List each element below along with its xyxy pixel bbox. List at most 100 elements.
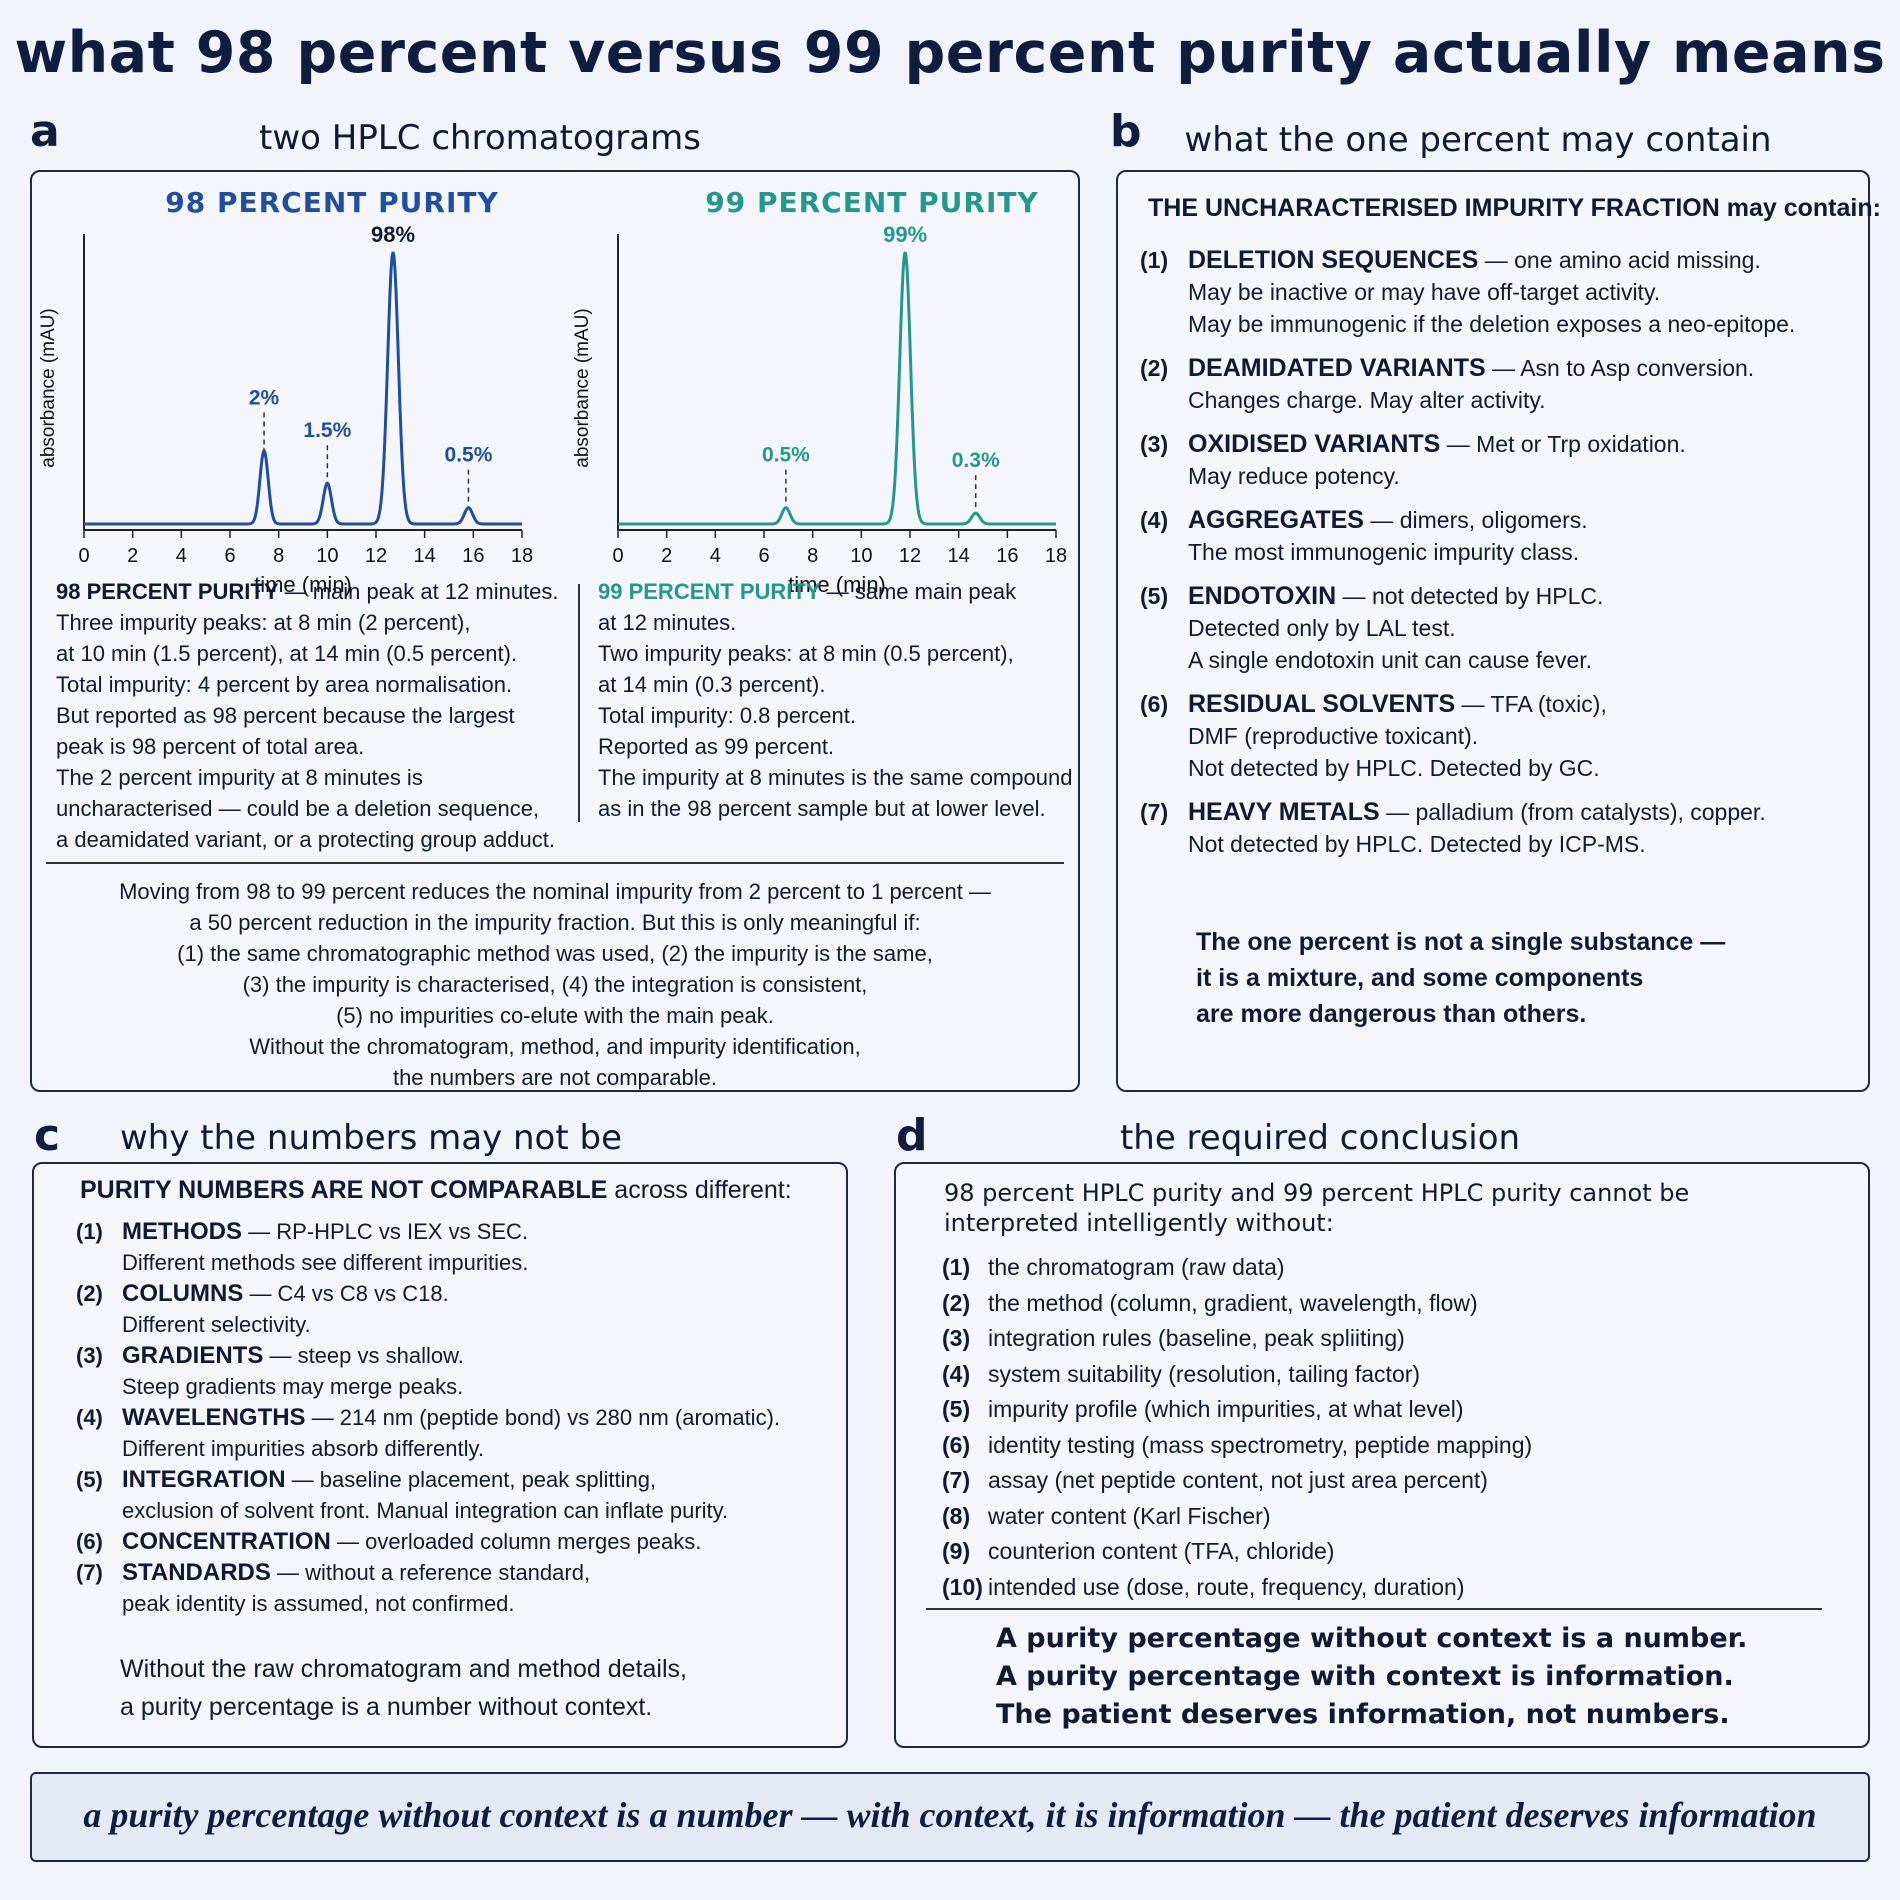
desc98-line: at 10 min (1.5 percent), at 14 min (0.5 …: [56, 641, 518, 666]
desc99-line: as in the 98 percent sample but at lower…: [598, 796, 1046, 821]
item-text: — palladium (from catalysts), copper.: [1379, 799, 1766, 825]
panel-c-intro-rest: across different:: [607, 1176, 792, 1204]
summary-line: Moving from 98 to 99 percent reduces the…: [119, 879, 991, 904]
panel-b-intro-bold: THE UNCHARACTERISED IMPURITY FRACTION: [1148, 194, 1720, 222]
closing-line: The one percent is not a single substanc…: [1196, 928, 1726, 956]
item-text: integration rules (baseline, peak spliit…: [988, 1325, 1405, 1351]
summary-line: (3) the impurity is characterised, (4) t…: [242, 972, 868, 997]
desc98-line: Total impurity: 4 percent by area normal…: [56, 672, 513, 697]
item-number: (4): [1140, 507, 1169, 533]
item-text: — overloaded column merges peaks.: [330, 1529, 702, 1554]
item-number: (2): [76, 1281, 103, 1306]
item-name: DEAMIDATED VARIANTS: [1188, 354, 1486, 382]
item-name: OXIDISED VARIANTS: [1188, 430, 1441, 458]
item-text: Not detected by HPLC. Detected by GC.: [1188, 755, 1600, 781]
item-text: Steep gradients may merge peaks.: [122, 1374, 464, 1399]
item-text: Different impurities absorb differently.: [122, 1436, 484, 1461]
item-number: (4): [942, 1360, 971, 1387]
panel-d-heading: the required conclusion: [1119, 1118, 1521, 1158]
item-text: — baseline placement, peak splitting,: [285, 1467, 657, 1492]
page-title: what 98 percent versus 99 percent purity…: [14, 20, 1886, 86]
item-text: peak identity is assumed, not confirmed.: [122, 1591, 515, 1616]
panel-c-intro: PURITY NUMBERS ARE NOT COMPARABLE across…: [80, 1176, 792, 1205]
list-item: (6) CONCENTRATION — overloaded column mer…: [76, 1526, 836, 1557]
list-item: (2) the method (column, gradient, wavelen…: [942, 1286, 1842, 1322]
list-item: (4) system suitability (resolution, taili…: [942, 1357, 1842, 1393]
summary-line: the numbers are not comparable.: [392, 1065, 718, 1090]
list-item: (3) integration rules (baseline, peak spl…: [942, 1321, 1842, 1357]
desc98-line: a deamidated variant, or a protecting gr…: [56, 827, 555, 852]
item-number: (7): [1140, 799, 1169, 825]
item-text: system suitability (resolution, tailing …: [988, 1360, 1421, 1387]
item-text: Not detected by HPLC. Detected by ICP-MS…: [1188, 831, 1646, 857]
desc99-line: Total impurity: 0.8 percent.: [598, 703, 857, 728]
x-tick-label: 0: [612, 545, 623, 567]
list-item: (1) DELETION SEQUENCES — one amino acid m…: [1140, 244, 1860, 340]
item-first-line: COLUMNS — C4 vs C8 vs C18.: [122, 1278, 836, 1309]
x-tick-label: 6: [758, 545, 769, 567]
item-name: COLUMNS: [122, 1280, 244, 1307]
x-tick-label: 16: [996, 545, 1018, 567]
item-text: water content (Karl Fischer): [988, 1502, 1271, 1529]
item-number: (9): [942, 1538, 971, 1564]
item-name: DELETION SEQUENCES: [1188, 246, 1479, 274]
list-item: (2) COLUMNS — C4 vs C8 vs C18. Different s…: [76, 1278, 836, 1340]
x-tick-label: 14: [414, 545, 436, 567]
panel-b-box: THE UNCHARACTERISED IMPURITY FRACTION ma…: [1116, 170, 1881, 1092]
peak-label: 0.3%: [952, 449, 1000, 472]
item-first-line: GRADIENTS — steep vs shallow.: [122, 1340, 836, 1371]
desc99-line: Reported as 99 percent.: [598, 734, 835, 759]
panel-c-closing: Without the raw chromatogram and method …: [120, 1650, 687, 1726]
list-item: (5) impurity profile (which impurities, a…: [942, 1392, 1842, 1428]
desc98-lead: 98 PERCENT PURITY: [56, 579, 279, 604]
item-name: CONCENTRATION: [122, 1528, 331, 1555]
chromatograms-svg: 0 2 4 6 8 10 12 14 16 18 time (min) absorbance (mAU…: [38, 222, 1067, 597]
panel-b-intro-rest: may contain:: [1719, 194, 1881, 222]
item-name: GRADIENTS: [122, 1342, 264, 1369]
y-axis-label: absorbance (mAU): [38, 308, 59, 467]
desc99-line: Two impurity peaks: at 8 min (0.5 percen…: [598, 641, 1014, 666]
list-item: (1) the chromatogram (raw data): [942, 1250, 1842, 1286]
item-text: DMF (reproductive toxicant).: [1188, 723, 1479, 749]
summary-line: (1) the same chromatographic method was …: [177, 941, 933, 966]
panel-a-heading: two HPLC chromatograms: [259, 118, 701, 158]
item-text: the method (column, gradient, wavelength…: [988, 1289, 1478, 1316]
x-tick-label: 10: [850, 545, 872, 567]
panel-d-label: d: [896, 1110, 928, 1161]
item-number: (3): [942, 1325, 971, 1351]
item-text: Different methods see different impuriti…: [122, 1250, 529, 1275]
desc98-line: The 2 percent impurity at 8 minutes is: [56, 765, 423, 790]
item-number: (5): [76, 1467, 103, 1492]
item-text: the chromatogram (raw data): [988, 1254, 1285, 1280]
item-text: — 214 nm (peptide bond) vs 280 nm (aroma…: [305, 1405, 781, 1430]
desc98-line: uncharacterised — could be a deletion se…: [56, 796, 540, 821]
panel-b-heading: what the one percent may contain: [1184, 120, 1772, 160]
closing-line: Without the raw chromatogram and method …: [120, 1655, 687, 1683]
list-item: (7) STANDARDS — without a reference stand…: [76, 1557, 836, 1619]
closing-line: A purity percentage with context is info…: [996, 1661, 1734, 1692]
item-number: (5): [1140, 583, 1169, 609]
item-text: — one amino acid missing.: [1478, 247, 1761, 273]
item-number: (2): [942, 1289, 971, 1316]
panel-d-box: 98 percent HPLC purity and 99 percent HP…: [894, 1162, 1870, 1748]
panel-b-list: (1) DELETION SEQUENCES — one amino acid m…: [1140, 244, 1860, 872]
footer-text: a purity percentage without context is a…: [83, 1795, 1817, 1835]
list-item: (2) DEAMIDATED VARIANTS — Asn to Asp conv…: [1140, 352, 1860, 416]
item-number: (6): [942, 1431, 971, 1458]
item-number: (10): [942, 1573, 983, 1600]
chromatogram-99: 0 2 4 6 8 10 12 14 16 18 time (min) absorbance (mAU…: [572, 222, 1067, 597]
closing-line: A purity percentage without context is a…: [996, 1623, 1748, 1654]
desc99: 99 PERCENT PURITY — same main peak at 12…: [598, 576, 1072, 824]
item-text: — RP-HPLC vs IEX vs SEC.: [242, 1219, 529, 1244]
closing-line: it is a mixture, and some components: [1196, 964, 1644, 992]
list-item: (7) assay (net peptide content, not just …: [942, 1463, 1842, 1499]
panel-c-box: PURITY NUMBERS ARE NOT COMPARABLE across…: [32, 1162, 848, 1748]
item-text: May be immunogenic if the deletion expos…: [1188, 311, 1796, 337]
peak-label: 99%: [883, 222, 927, 247]
desc99-line: at 12 minutes.: [598, 610, 737, 635]
item-name: STANDARDS: [122, 1559, 271, 1586]
x-tick-label: 12: [365, 545, 387, 567]
x-tick-label: 4: [176, 545, 187, 567]
item-text: — Asn to Asp conversion.: [1485, 355, 1755, 381]
item-number: (7): [942, 1467, 971, 1493]
